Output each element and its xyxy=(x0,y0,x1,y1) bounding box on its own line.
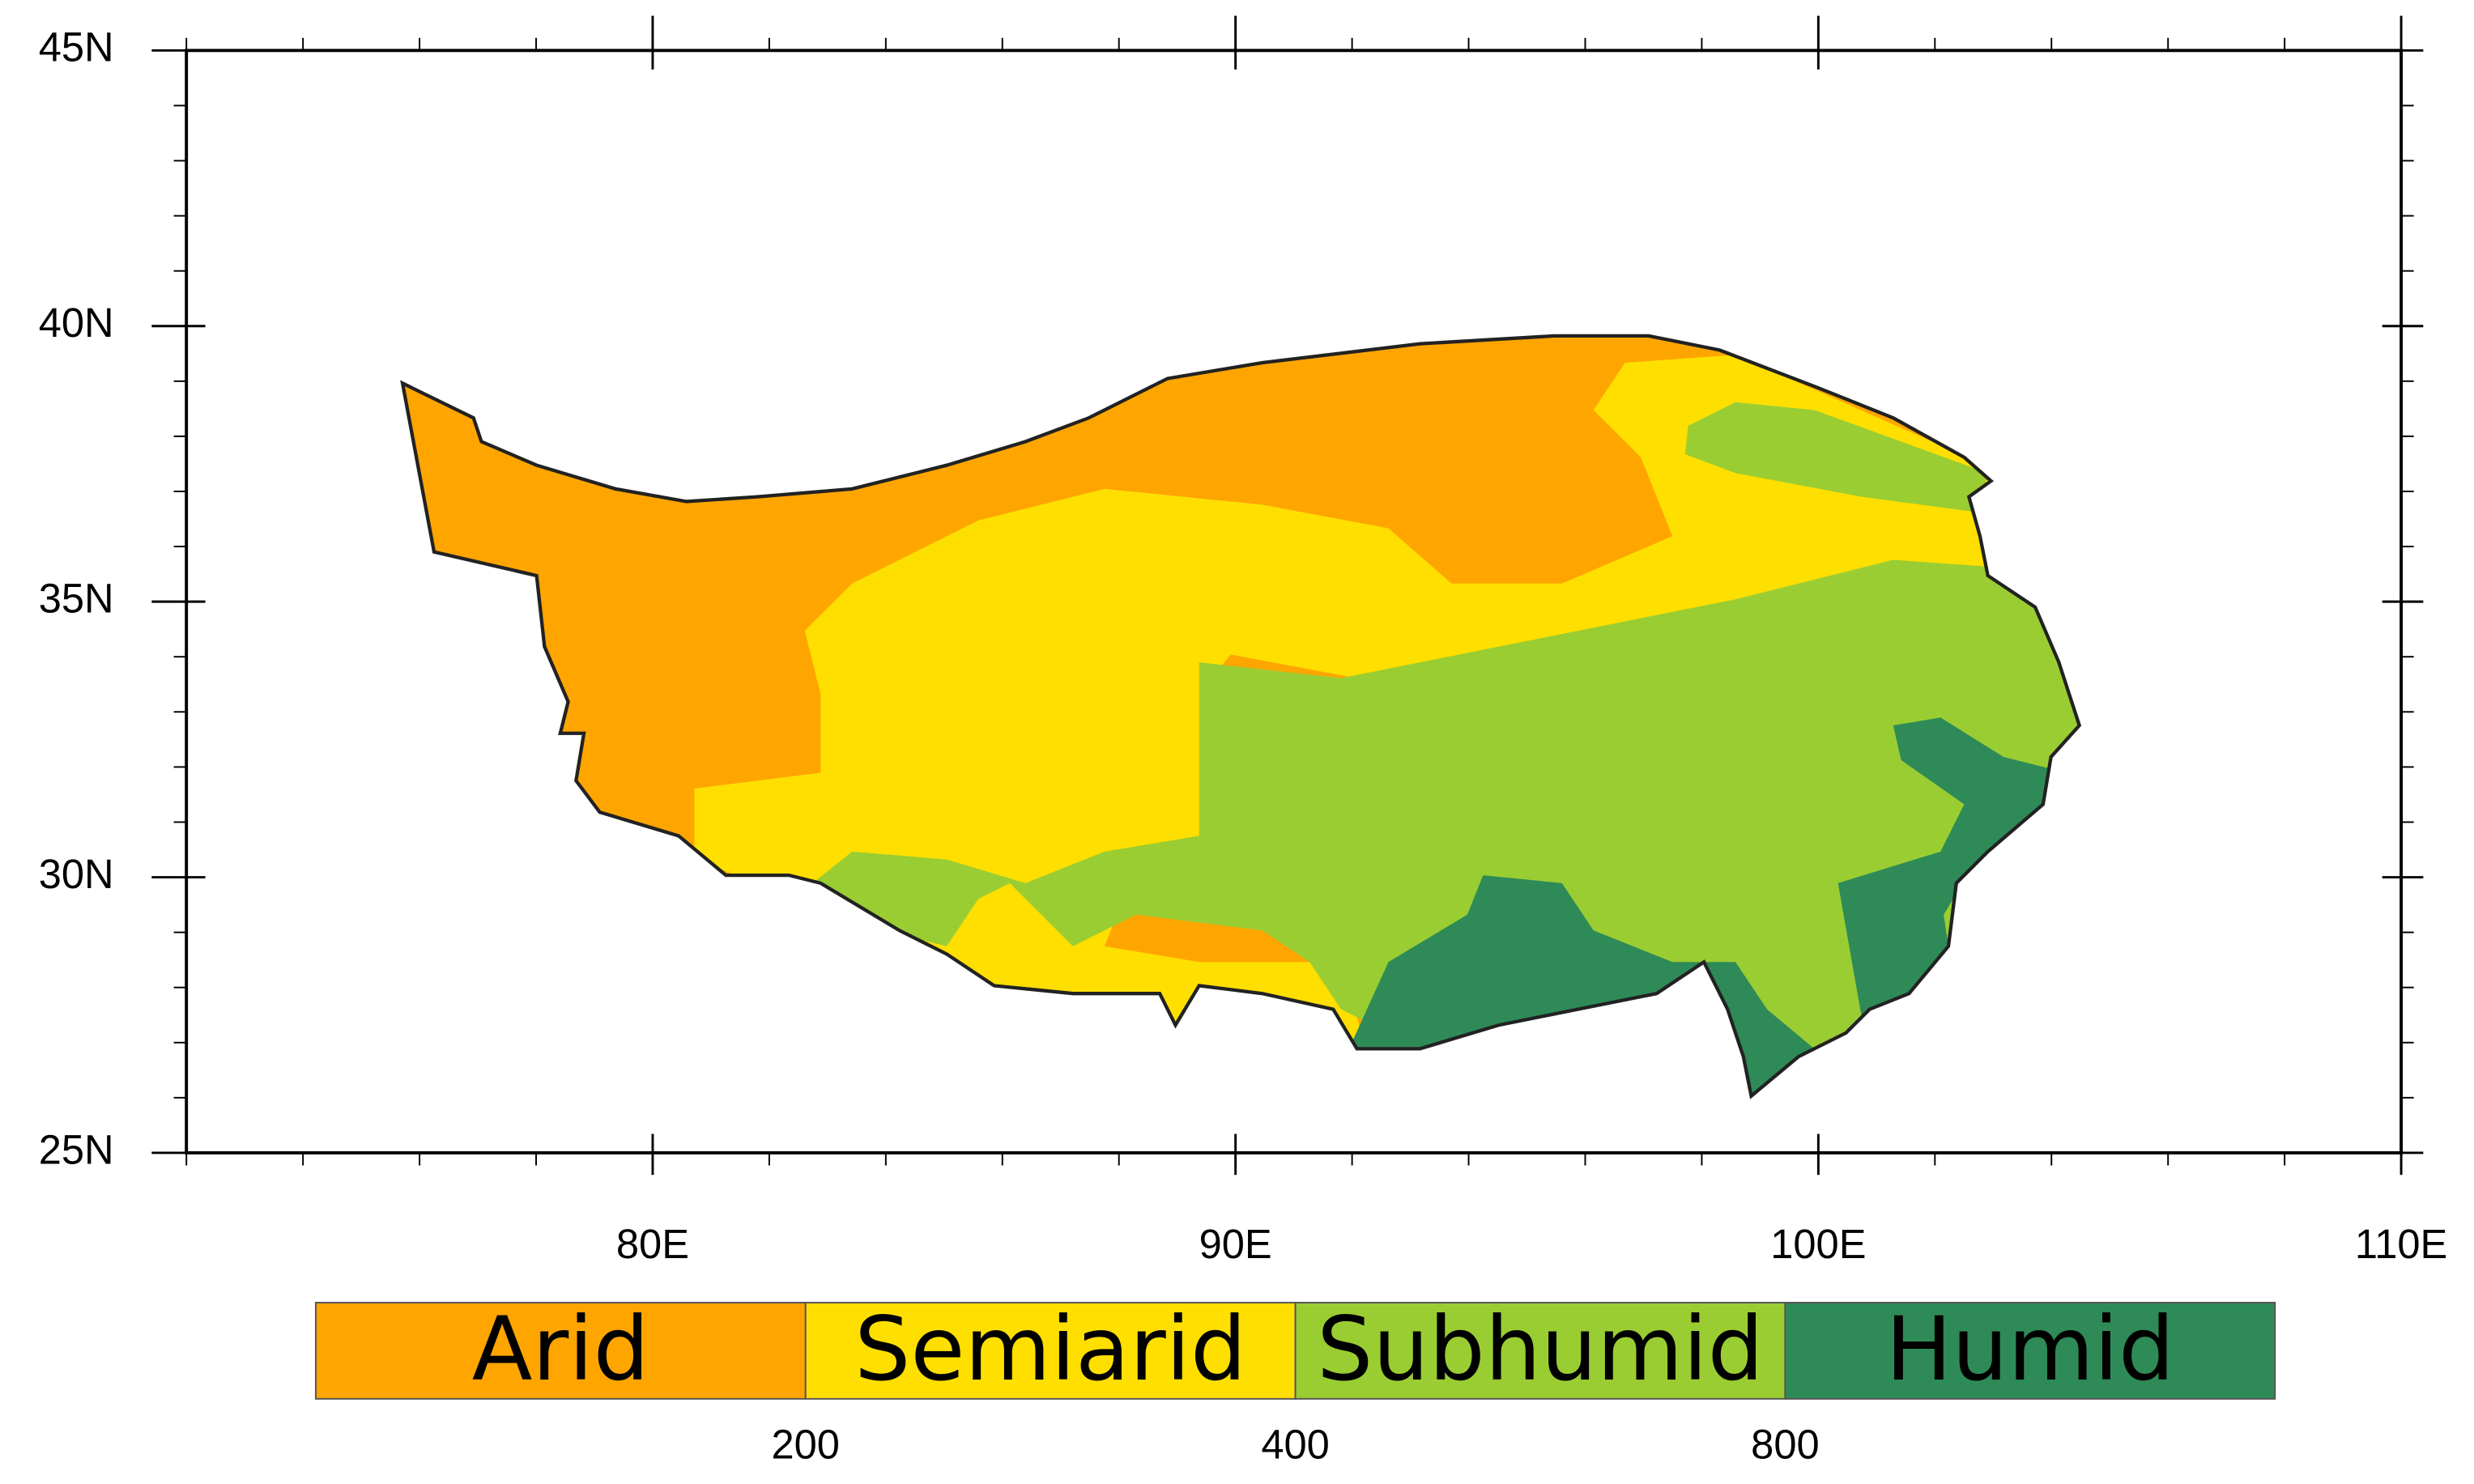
x-tick-label: 90E xyxy=(1199,1221,1272,1267)
humid-region xyxy=(1837,717,2067,1018)
subhumid-region xyxy=(812,559,2080,1096)
climate-regions xyxy=(402,335,2080,1096)
legend-swatch xyxy=(804,1302,1297,1400)
legend-label: Semiarid xyxy=(854,1298,1246,1401)
x-tick-label: 100E xyxy=(1770,1221,1866,1267)
legend-boundary-label: 800 xyxy=(1751,1422,1819,1468)
y-tick-label: 25N xyxy=(39,1126,114,1172)
legend: Arid Semiarid Subhumid Humid 200 400 800 xyxy=(314,1298,2276,1468)
legend-boundary-label: 400 xyxy=(1261,1422,1329,1468)
legend-boundary-label: 200 xyxy=(772,1422,840,1468)
legend-label: Subhumid xyxy=(1317,1298,1764,1401)
legend-label: Humid xyxy=(1885,1298,2174,1401)
x-tick-label: 80E xyxy=(616,1221,689,1267)
legend-label: Arid xyxy=(472,1298,649,1401)
subhumid-region xyxy=(1684,402,1988,513)
y-tick-label: 30N xyxy=(39,851,114,897)
y-tick-label: 45N xyxy=(39,24,114,70)
legend-swatch xyxy=(314,1302,807,1400)
axes: 80E 90E 100E 110E 25N 30N 35N 40N 45N xyxy=(39,15,2447,1267)
x-tick-label: 110E xyxy=(2355,1221,2447,1267)
legend-swatch xyxy=(1784,1302,2276,1400)
legend-swatch xyxy=(1294,1302,1786,1400)
y-tick-label: 40N xyxy=(39,300,114,346)
humid-region xyxy=(1348,875,1815,1096)
y-tick-label: 35N xyxy=(39,576,114,622)
